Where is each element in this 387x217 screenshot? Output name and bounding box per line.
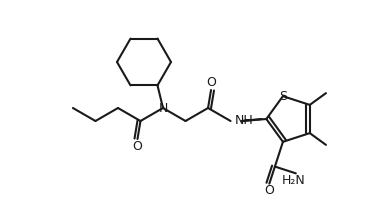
Text: O: O	[264, 184, 274, 197]
Text: NH: NH	[235, 115, 253, 128]
Text: S: S	[279, 90, 287, 103]
Text: O: O	[206, 77, 216, 89]
Text: N: N	[158, 102, 168, 115]
Text: O: O	[132, 140, 142, 153]
Text: H₂N: H₂N	[282, 174, 306, 187]
